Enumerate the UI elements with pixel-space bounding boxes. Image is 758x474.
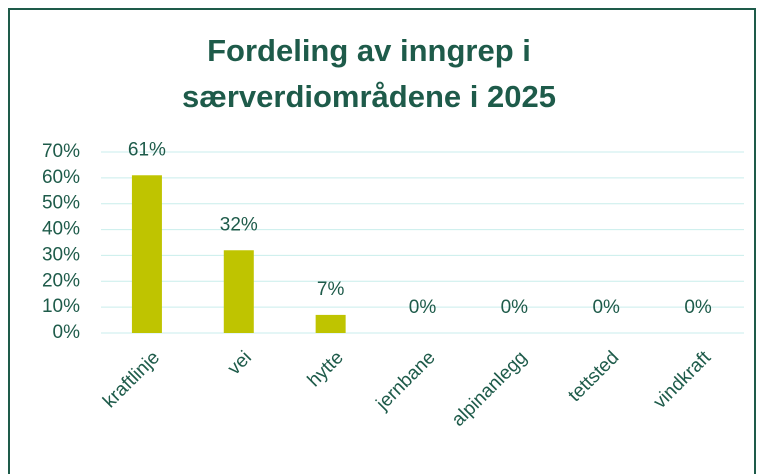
x-tick-label: hytte bbox=[304, 347, 348, 391]
x-tick-label: vei bbox=[224, 347, 256, 379]
x-tick-label: tettsted bbox=[564, 347, 623, 406]
data-label: 61% bbox=[128, 139, 166, 160]
y-tick-label: 60% bbox=[42, 167, 80, 188]
bar bbox=[131, 175, 162, 333]
bar bbox=[315, 314, 346, 333]
x-tick-label: jernbane bbox=[372, 347, 440, 415]
y-tick-label: 20% bbox=[42, 270, 80, 291]
data-label: 0% bbox=[592, 297, 620, 318]
y-tick-label: 50% bbox=[42, 193, 80, 214]
chart-title: Fordeling av inngrep i særverdiområdene … bbox=[182, 33, 556, 114]
data-label: 7% bbox=[317, 279, 345, 300]
data-label: 0% bbox=[501, 297, 529, 318]
x-tick-label: vindkraft bbox=[650, 347, 716, 413]
data-label: 32% bbox=[220, 214, 258, 235]
bar bbox=[223, 250, 254, 333]
y-tick-label: 70% bbox=[42, 141, 80, 162]
y-tick-label: 40% bbox=[42, 219, 80, 240]
x-tick-label: kraftlinje bbox=[99, 347, 164, 412]
y-tick-label: 0% bbox=[53, 322, 81, 343]
x-tick-label: alpinanlegg bbox=[448, 347, 532, 431]
y-tick-label: 10% bbox=[42, 296, 80, 317]
data-label: 0% bbox=[684, 297, 712, 318]
y-tick-label: 30% bbox=[42, 244, 80, 265]
data-label: 0% bbox=[409, 297, 437, 318]
